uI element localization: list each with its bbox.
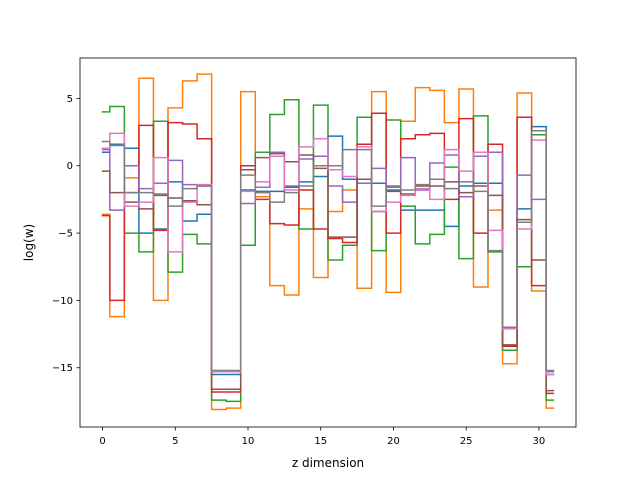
series-line-8	[101, 129, 555, 372]
ticks-layer: 0 5 10 15 20 25 30 −15 −10 −5 0 5	[52, 94, 545, 447]
axes-frame	[79, 57, 577, 428]
y-axis-label: log(w)	[22, 224, 36, 261]
x-tick-label: 0	[99, 436, 105, 447]
x-tick-label: 30	[533, 436, 546, 447]
x-tick-label: 5	[172, 436, 178, 447]
y-tick-label: −15	[52, 363, 73, 374]
series-layer	[101, 73, 555, 411]
x-tick-label: 10	[242, 436, 255, 447]
x-tick-label: 25	[460, 436, 473, 447]
y-tick-label: −5	[58, 229, 73, 240]
x-axis-label: z dimension	[292, 456, 364, 470]
x-tick-label: 20	[387, 436, 400, 447]
x-tick-label: 15	[314, 436, 327, 447]
y-tick-label: 5	[67, 94, 73, 105]
y-tick-label: 0	[67, 161, 73, 172]
y-tick-label: −10	[52, 296, 73, 307]
series-line-7	[101, 132, 555, 376]
series-line-4	[101, 112, 555, 395]
